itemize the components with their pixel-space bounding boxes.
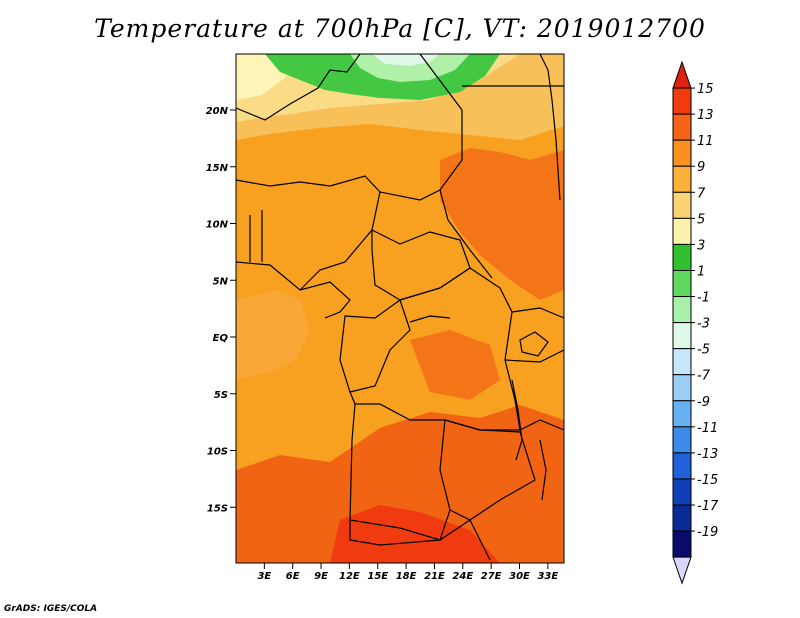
lat-tick-label: 5S xyxy=(214,390,228,401)
border-coastline-east xyxy=(539,53,561,201)
lat-tick-label: 15S xyxy=(207,503,228,514)
colorbar-label: 5 xyxy=(697,212,705,227)
colorbar-label: 13 xyxy=(697,108,714,123)
colorbar-swatch xyxy=(672,296,692,324)
colorbar-swatch xyxy=(672,478,692,506)
colorbar-label: -19 xyxy=(697,525,718,540)
longitude-ticks: 3E 6E 9E 12E 15E 18E 21E 24E 27E 30E 33E xyxy=(257,563,558,582)
lat-tick-label: EQ xyxy=(213,333,229,344)
region-warm-south xyxy=(236,405,564,563)
colorbar-label: -5 xyxy=(697,343,710,358)
colorbar: 15 13 11 9 7 5 3 1 -1 -3 -5 -7 -9 -11 -13 -15 -17 -19 xyxy=(672,60,719,585)
colorbar-label: -1 xyxy=(697,291,710,306)
border-angola xyxy=(349,403,451,541)
border-river-congo xyxy=(409,315,451,323)
lon-tick-label: 9E xyxy=(314,571,328,582)
colorbar-swatch xyxy=(672,191,692,219)
map-frame xyxy=(235,53,565,564)
colorbar-swatch xyxy=(672,113,692,141)
colorbar-label: -9 xyxy=(697,395,710,410)
lon-tick-label: 6E xyxy=(286,571,300,582)
lat-tick-label: 10S xyxy=(207,447,228,458)
border-cameroon xyxy=(299,281,351,319)
lon-tick-label: 3E xyxy=(257,571,271,582)
lon-tick-label: 33E xyxy=(537,571,558,582)
border-chad xyxy=(379,189,441,201)
colorbar-swatch xyxy=(672,426,692,454)
colorbar-label: 11 xyxy=(697,134,714,149)
border-west-strip xyxy=(249,210,263,262)
lat-tick-label: 15N xyxy=(206,163,229,174)
lon-tick-label: 30E xyxy=(509,571,530,582)
colorbar-swatch xyxy=(672,269,692,298)
colorbar-top-arrow xyxy=(672,60,692,89)
colorbar-swatch xyxy=(672,530,692,558)
colorbar-swatch xyxy=(672,165,692,193)
border-lake-victoria xyxy=(519,331,549,357)
colorbar-label: -13 xyxy=(697,447,718,462)
region-warm-patch xyxy=(410,330,500,400)
colorbar-swatch xyxy=(672,139,692,167)
lon-tick-label: 12E xyxy=(339,571,360,582)
colorbar-label: -11 xyxy=(697,421,718,436)
map-title: Temperature at 700hPa [C], VT: 201901270… xyxy=(94,14,706,43)
colorbar-swatch xyxy=(672,348,692,376)
latitude-ticks: 20N 15N 10N 5N EQ 5S 10S 15S xyxy=(206,106,236,514)
colorbar-label: 3 xyxy=(697,238,705,253)
colorbar-bottom-arrow xyxy=(672,556,692,585)
lon-tick-label: 24E xyxy=(452,571,473,582)
colorbar-label: 15 xyxy=(697,82,714,97)
colorbar-swatch xyxy=(672,217,692,245)
border-lake-malawi xyxy=(539,439,547,501)
lon-tick-label: 15E xyxy=(367,571,388,582)
border-east-africa xyxy=(504,307,565,431)
colorbar-swatch xyxy=(672,87,692,115)
border-west-africa xyxy=(235,175,381,291)
colorbar-label: 7 xyxy=(697,186,706,201)
colorbar-label: 9 xyxy=(697,160,705,175)
lat-tick-label: 20N xyxy=(206,106,229,117)
colorbar-swatch xyxy=(672,322,692,350)
colorbar-label: -7 xyxy=(697,369,711,384)
colorbar-label: -3 xyxy=(697,317,710,332)
map-border xyxy=(235,53,565,564)
region-light-green xyxy=(350,54,470,82)
region-coastal-warm xyxy=(236,290,310,380)
colorbar-label: -17 xyxy=(697,499,719,514)
colorbar-label: 1 xyxy=(697,264,705,279)
region-warm-east xyxy=(440,148,564,300)
border-lake-tanganyika xyxy=(511,379,523,461)
border-drc xyxy=(349,267,521,431)
colorbar-label: -15 xyxy=(697,473,718,488)
lon-tick-label: 27E xyxy=(481,571,502,582)
colorbar-swatch xyxy=(672,504,692,532)
lon-tick-label: 21E xyxy=(424,571,445,582)
border-congo xyxy=(339,299,411,393)
country-borders xyxy=(235,53,565,561)
border-northwest xyxy=(235,53,361,121)
colorbar-swatch xyxy=(672,400,692,428)
region-hot-spot xyxy=(330,505,500,563)
colorbar-swatch xyxy=(672,452,692,480)
border-southern xyxy=(349,519,491,561)
lat-tick-label: 5N xyxy=(213,276,229,287)
colorbar-swatch xyxy=(672,374,692,402)
colorbar-swatch xyxy=(672,243,692,271)
lon-tick-label: 18E xyxy=(396,571,417,582)
lat-tick-label: 10N xyxy=(206,220,229,231)
grads-credit: GrADS: IGES/COLA xyxy=(4,604,98,614)
